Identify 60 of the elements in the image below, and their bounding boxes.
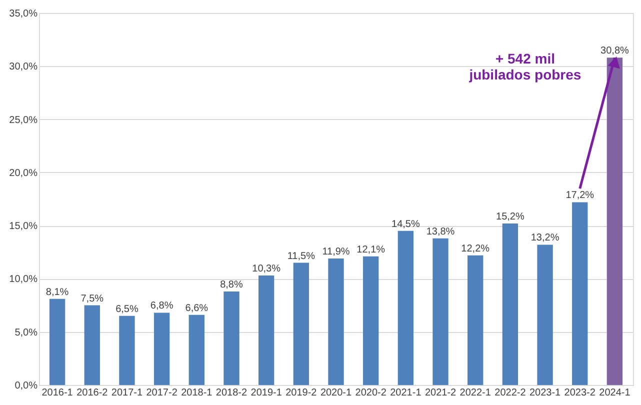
data-label: 30,8% [600,46,629,57]
data-label: 13,2% [530,232,560,244]
x-tick-label: 2022-1 [460,388,492,398]
x-tick-label: 2019-1 [250,388,282,398]
x-tick-label: 2019-2 [286,388,318,398]
y-tick-label: 0,0% [14,380,38,392]
bar [84,305,100,385]
y-tick-label: 30,0% [9,62,38,73]
data-label: 17,2% [566,190,594,202]
bar [258,276,274,385]
y-tick-label: 20,0% [9,168,38,179]
x-tick-label: 2022-2 [494,388,526,398]
data-label: 11,9% [322,246,350,258]
x-tick-label: 2017-2 [146,388,178,398]
x-tick-label: 2018-1 [181,388,213,398]
data-label: 6,8% [150,300,174,312]
data-label: 14,5% [392,218,420,230]
x-tick-label: 2021-2 [424,388,457,398]
data-label: 7,5% [80,293,104,304]
data-label: 12,2% [461,243,490,254]
data-label: 10,3% [252,264,281,275]
bar [432,238,448,385]
y-tick-label: 25,0% [9,114,38,126]
bar [154,312,170,385]
data-label: 6,5% [116,304,138,315]
y-tick-label: 35,0% [9,8,38,20]
data-label: 12,1% [356,244,386,256]
bar [468,255,484,385]
y-tick-label: 15,0% [9,221,38,232]
bar [224,291,240,385]
data-label: 8,8% [220,279,243,290]
bar [606,58,623,385]
x-tick-label: 2016-1 [42,388,74,398]
data-label: 6,6% [185,302,208,314]
data-label: 11,5% [287,250,316,262]
x-tick-label: 2020-1 [320,388,352,398]
x-tick-label: 2017-1 [111,388,143,398]
bar [119,316,135,385]
data-label: 13,8% [426,226,455,238]
bar [572,202,588,385]
data-label: 8,1% [46,286,69,298]
x-tick-label: 2023-1 [529,388,562,398]
bar [363,256,379,385]
bar [49,298,66,385]
bar [293,262,309,385]
x-tick-label: 2020-2 [355,388,387,398]
annotation: + 542 mil jubilados pobres [468,50,582,83]
bar [502,223,518,385]
x-tick-label: 2024-1 [599,388,631,398]
y-tick-label: 5,0% [14,327,38,338]
bar [537,244,553,385]
bar [398,230,414,385]
x-tick-label: 2021-1 [390,388,422,398]
x-tick-label: 2023-2 [564,388,596,398]
bar [328,258,344,385]
bar [188,314,204,385]
x-tick-label: 2018-2 [216,388,248,398]
x-tick-label: 2016-2 [76,388,108,398]
data-label: 15,2% [496,211,524,222]
y-tick-label: 10,0% [9,274,38,286]
